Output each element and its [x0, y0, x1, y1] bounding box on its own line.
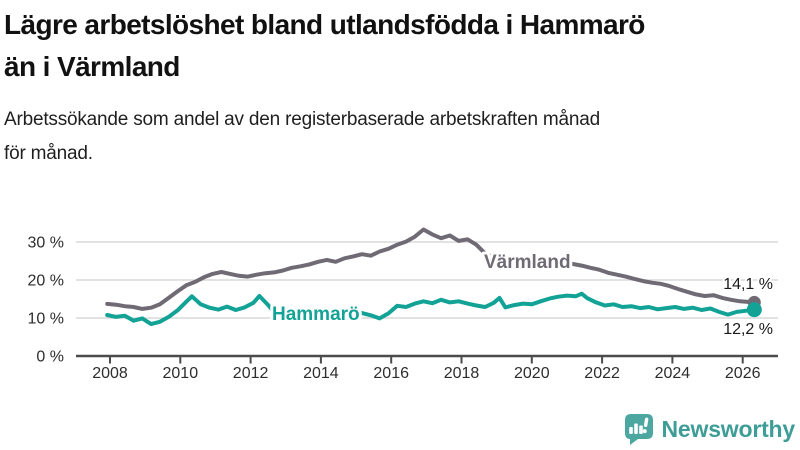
x-tick-label-2024: 2024: [655, 365, 691, 382]
page-subtitle: Arbetssökande som andel av den registerb…: [4, 103, 796, 171]
x-tick-label-2012: 2012: [233, 365, 269, 382]
newsworthy-wordmark: Newsworthy: [661, 415, 796, 442]
series-label-hammarö: Hammarö: [272, 304, 360, 325]
page-title: Lägre arbetslöshet bland utlandsfödda i …: [4, 4, 796, 88]
page-title-line-2: än i Värmland: [4, 51, 180, 82]
y-tick-label-30: 30 %: [28, 235, 64, 252]
series-line-hammarö: [105, 291, 757, 327]
x-tick-label-2014: 2014: [303, 365, 339, 382]
x-tick-label-2008: 2008: [92, 365, 128, 382]
x-tick-label-2020: 2020: [514, 365, 550, 382]
x-tick-label-2016: 2016: [373, 365, 409, 382]
x-tick-label-2018: 2018: [444, 365, 480, 382]
y-tick-label-20: 20 %: [28, 273, 64, 290]
y-tick-label-0: 0 %: [36, 349, 64, 366]
newsworthy-logo-icon: [624, 413, 653, 445]
series-end-dot-hammarö: [746, 302, 762, 318]
page-subtitle-line-2: för månad.: [4, 143, 93, 164]
page-title-line-1: Lägre arbetslöshet bland utlandsfödda i …: [4, 9, 645, 40]
series-line-värmland: [105, 227, 757, 311]
end-value-label-hammarö: 12,2 %: [723, 321, 773, 338]
end-value-label-värmland: 14,1 %: [723, 276, 773, 293]
y-tick-label-10: 10 %: [28, 311, 64, 328]
x-tick-label-2010: 2010: [163, 365, 199, 382]
page-subtitle-line-1: Arbetssökande som andel av den registerb…: [4, 109, 601, 130]
newsworthy-logo: Newsworthy: [624, 412, 795, 446]
x-tick-label-2022: 2022: [584, 365, 620, 382]
series-label-värmland: Värmland: [484, 252, 571, 273]
x-tick-label-2026: 2026: [725, 365, 761, 382]
